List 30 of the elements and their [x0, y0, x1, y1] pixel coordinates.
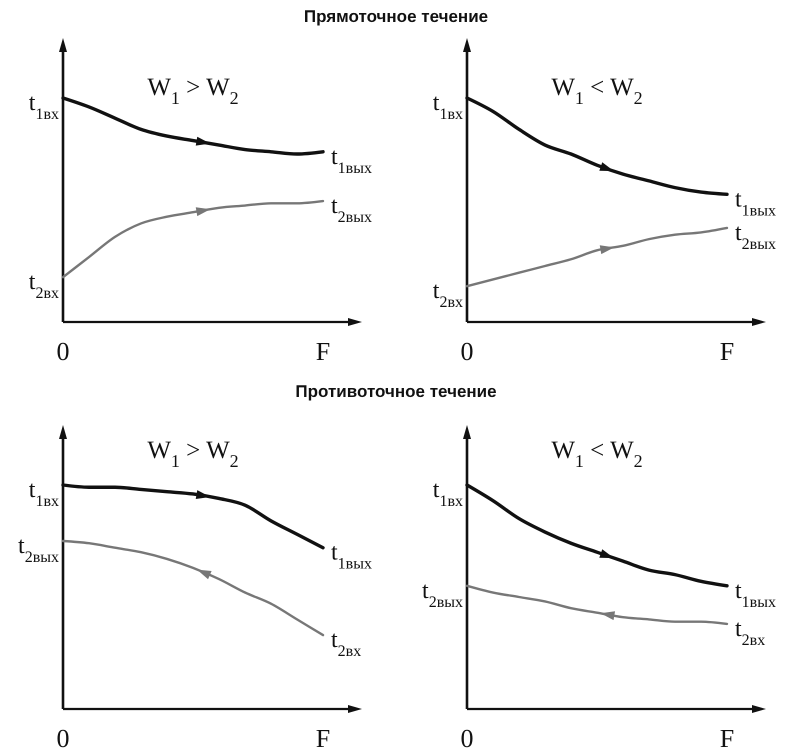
x-tick-label: 0: [460, 337, 474, 366]
annotation: t$_{2вых}$: [422, 578, 463, 611]
x-tick-label: 0: [460, 724, 474, 753]
x-tick-label: 0: [56, 724, 70, 753]
annotation: t$_{1вх}$: [28, 90, 59, 123]
annotation: t$_{1вых}$: [735, 578, 776, 611]
annotation: t$_{1вх}$: [432, 90, 463, 123]
annotation: t$_{1вых}$: [331, 540, 372, 573]
text: Противоточное течение: [295, 382, 497, 401]
chart-subtitle: W$_{1}$ > W$_{2}$: [147, 74, 239, 108]
annotation: t$_{1вых}$: [735, 186, 776, 220]
x-tick-label: F: [316, 337, 330, 366]
annotation: t$_{2вх}$: [28, 269, 59, 302]
annotation: t$_{1вых}$: [331, 144, 372, 177]
chart-subtitle: W$_{1}$ < W$_{2}$: [551, 74, 643, 108]
annotation: t$_{2вых}$: [735, 220, 776, 253]
text: Прямоточное течение: [304, 7, 488, 26]
annotation: t$_{1вх}$: [432, 477, 463, 510]
annotation: t$_{2вых}$: [331, 193, 372, 226]
chart-subtitle: W$_{1}$ < W$_{2}$: [551, 437, 643, 471]
annotation: t$_{2вых}$: [18, 533, 59, 566]
x-tick-label: F: [316, 724, 330, 753]
annotation: t$_{2вх}$: [432, 278, 463, 312]
annotation: t$_{2вх}$: [331, 627, 362, 660]
annotation: t$_{2вх}$: [735, 616, 766, 649]
x-tick-label: F: [720, 337, 734, 366]
x-tick-label: F: [720, 724, 734, 753]
x-tick-label: 0: [56, 337, 70, 366]
chart-subtitle: W$_{1}$ > W$_{2}$: [147, 437, 239, 471]
annotation: t$_{1вх}$: [28, 477, 59, 510]
